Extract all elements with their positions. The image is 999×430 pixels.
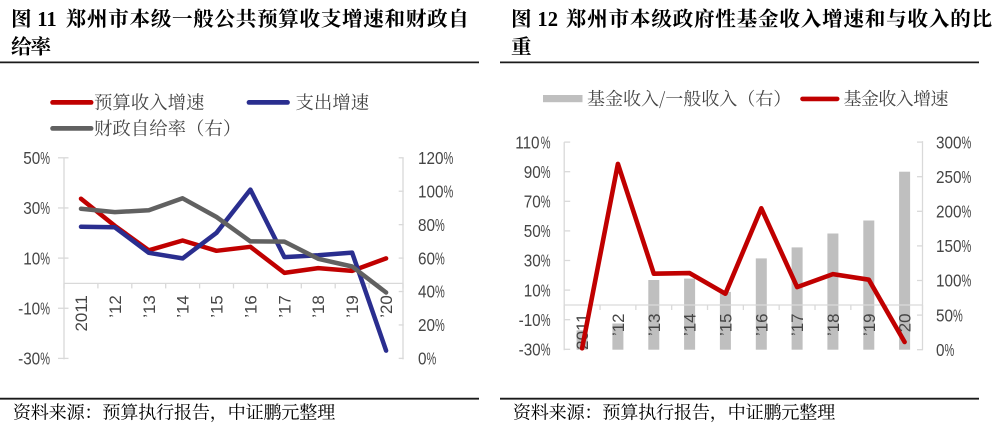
svg-text:2011: 2011 <box>72 295 91 331</box>
svg-text:’16: ’16 <box>241 295 260 318</box>
svg-text:%: % <box>40 300 50 319</box>
svg-text:-30: -30 <box>18 350 40 369</box>
svg-text:150: 150 <box>936 237 961 256</box>
svg-text:50: 50 <box>23 149 40 168</box>
svg-text:’15: ’15 <box>208 295 227 318</box>
svg-text:110: 110 <box>515 133 539 152</box>
svg-text:’19: ’19 <box>860 314 879 337</box>
svg-text:60: 60 <box>418 249 435 268</box>
svg-text:’16: ’16 <box>752 314 771 337</box>
svg-text:’17: ’17 <box>788 314 807 337</box>
svg-text:%: % <box>444 183 454 202</box>
svg-text:%: % <box>541 282 551 301</box>
svg-text:%: % <box>962 272 972 291</box>
svg-text:’19: ’19 <box>343 295 362 318</box>
svg-text:300: 300 <box>936 133 961 152</box>
svg-text:%: % <box>541 134 551 153</box>
svg-text:%: % <box>541 252 551 271</box>
svg-text:%: % <box>953 307 963 326</box>
svg-text:40: 40 <box>418 283 435 302</box>
svg-text:%: % <box>40 250 50 269</box>
svg-text:’14: ’14 <box>681 314 700 337</box>
svg-text:%: % <box>541 193 551 212</box>
svg-text:%: % <box>541 341 551 360</box>
svg-text:%: % <box>945 342 955 361</box>
svg-text:’12: ’12 <box>609 314 628 337</box>
svg-text:100: 100 <box>936 272 961 291</box>
svg-text:30: 30 <box>23 199 40 218</box>
svg-text:%: % <box>541 164 551 183</box>
svg-text:’18: ’18 <box>824 314 843 337</box>
svg-text:80: 80 <box>418 216 435 235</box>
svg-text:250: 250 <box>936 168 961 187</box>
svg-text:’13: ’13 <box>645 314 664 337</box>
svg-text:’12: ’12 <box>106 295 125 318</box>
svg-text:0: 0 <box>418 350 427 369</box>
svg-text:%: % <box>541 223 551 242</box>
svg-text:%: % <box>435 283 445 302</box>
svg-text:-30: -30 <box>519 341 541 360</box>
svg-text:%: % <box>40 150 50 169</box>
svg-text:10: 10 <box>23 249 40 268</box>
svg-text:’20: ’20 <box>377 295 396 318</box>
svg-text:120: 120 <box>418 149 443 168</box>
svg-text:%: % <box>435 217 445 236</box>
svg-text:100: 100 <box>418 183 443 202</box>
svg-text:%: % <box>541 312 551 331</box>
svg-text:50: 50 <box>936 306 953 325</box>
svg-text:%: % <box>962 134 972 153</box>
svg-text:%: % <box>444 150 454 169</box>
svg-text:%: % <box>962 238 972 257</box>
svg-text:20: 20 <box>418 316 435 335</box>
svg-text:%: % <box>427 350 437 369</box>
svg-text:%: % <box>962 169 972 188</box>
svg-text:’18: ’18 <box>309 295 328 318</box>
svg-text:’13: ’13 <box>140 295 159 318</box>
svg-text:-10: -10 <box>519 311 541 330</box>
svg-text:-10: -10 <box>18 300 40 319</box>
svg-text:0: 0 <box>936 341 945 360</box>
svg-text:%: % <box>40 350 50 369</box>
svg-text:11: 11 <box>37 9 56 31</box>
svg-text:200: 200 <box>936 203 961 222</box>
svg-text:’14: ’14 <box>174 295 193 318</box>
svg-text:%: % <box>962 203 972 222</box>
svg-text:%: % <box>435 317 445 336</box>
svg-text:10: 10 <box>524 281 541 300</box>
svg-text:’15: ’15 <box>716 314 735 337</box>
svg-text:90: 90 <box>524 163 541 182</box>
svg-text:30: 30 <box>524 252 541 271</box>
svg-text:%: % <box>435 250 445 269</box>
svg-text:12: 12 <box>537 9 558 31</box>
svg-text:’17: ’17 <box>275 295 294 318</box>
svg-text:70: 70 <box>524 193 541 212</box>
svg-text:%: % <box>40 200 50 219</box>
svg-text:50: 50 <box>524 222 541 241</box>
